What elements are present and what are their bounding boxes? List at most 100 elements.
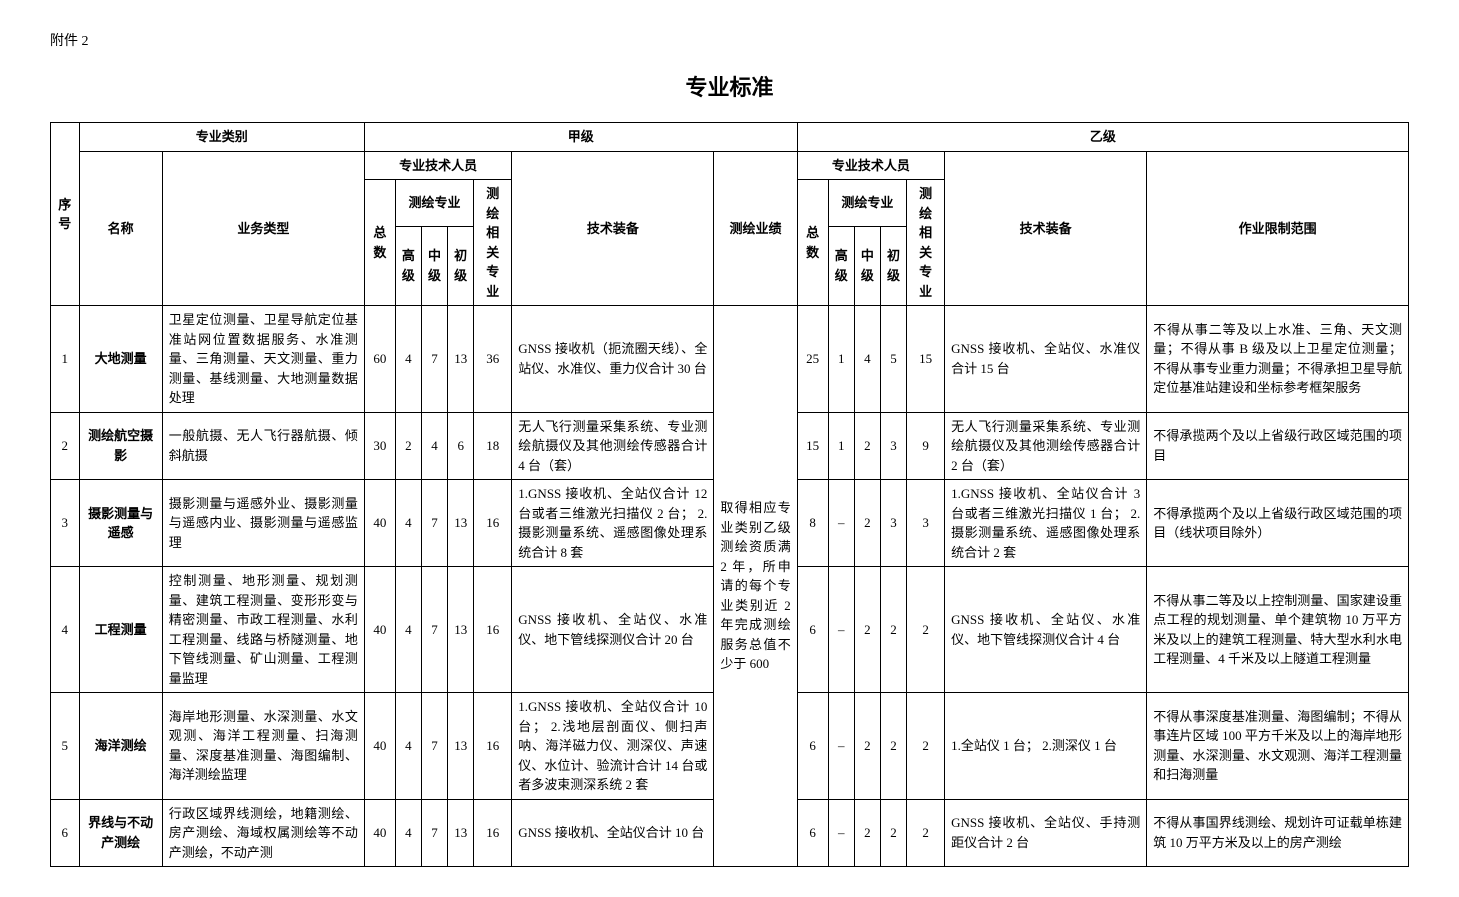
table-cell: 6 [448, 412, 474, 480]
table-cell: 1.GNSS 接收机、全站仪合计 12 台或者三维激光扫描仪 2 台； 2.摄影… [512, 480, 714, 567]
table-cell: 1 [828, 306, 854, 413]
table-cell: GNSS 接收机、全站仪、水准仪合计 15 台 [945, 306, 1147, 413]
table-cell: 16 [474, 480, 512, 567]
table-cell: 9 [907, 412, 945, 480]
table-cell: 6 [51, 799, 80, 867]
attachment-label: 附件 2 [50, 30, 1409, 50]
table-cell: 40 [364, 480, 395, 567]
table-cell: 界线与不动产测绘 [79, 799, 162, 867]
table-cell: 5 [51, 693, 80, 800]
table-cell: 4 [854, 306, 880, 413]
table-cell: 15 [797, 412, 828, 480]
header-a-achieve: 测绘业绩 [714, 151, 797, 306]
table-cell: 一般航摄、无人飞行器航摄、倾斜航摄 [162, 412, 364, 480]
header-a-senior: 高级 [395, 226, 421, 305]
header-a-personnel: 专业技术人员 [364, 151, 511, 180]
table-cell: 不得从事二等及以上控制测量、国家建设重点工程的规划测量、单个建筑物 10 万平方… [1147, 567, 1409, 693]
header-b-total: 总数 [797, 180, 828, 306]
table-cell: 无人飞行测量采集系统、专业测绘航摄仪及其他测绘传感器合计 4 台（套） [512, 412, 714, 480]
table-cell: 4 [395, 567, 421, 693]
header-a-total: 总数 [364, 180, 395, 306]
header-b-limit: 作业限制范围 [1147, 151, 1409, 306]
header-seq: 序号 [51, 123, 80, 306]
table-cell: 36 [474, 306, 512, 413]
table-cell: 2 [907, 567, 945, 693]
table-cell: 1 [51, 306, 80, 413]
table-row: 1大地测量卫星定位测量、卫星导航定位基准站网位置数据服务、水准测量、三角测量、天… [51, 306, 1409, 413]
header-b-equip: 技术装备 [945, 151, 1147, 306]
table-cell: 海岸地形测量、水深测量、水文观测、海洋工程测量、扫海测量、深度基准测量、海图编制… [162, 693, 364, 800]
table-cell: 6 [797, 799, 828, 867]
table-cell: – [828, 567, 854, 693]
table-cell: 13 [448, 567, 474, 693]
table-cell: 不得从事二等及以上水准、三角、天文测量；不得从事 B 级及以上卫星定位测量；不得… [1147, 306, 1409, 413]
header-category: 专业类别 [79, 123, 364, 152]
header-b-personnel: 专业技术人员 [797, 151, 944, 180]
table-cell: GNSS 接收机、全站仪合计 10 台 [512, 799, 714, 867]
header-b-junior: 初级 [880, 226, 906, 305]
table-cell: 不得从事深度基准测量、海图编制；不得从事连片区域 100 平方千米及以上的海岸地… [1147, 693, 1409, 800]
table-cell: 不得从事国界线测绘、规划许可证载单栋建筑 10 万平方米及以上的房产测绘 [1147, 799, 1409, 867]
header-b-related: 测绘相关专业 [907, 180, 945, 306]
table-cell: 2 [854, 693, 880, 800]
table-cell: 16 [474, 799, 512, 867]
table-cell: 3 [907, 480, 945, 567]
table-cell: 2 [395, 412, 421, 480]
table-cell: 13 [448, 799, 474, 867]
table-cell: 2 [880, 567, 906, 693]
table-cell: 4 [395, 799, 421, 867]
table-cell: 无人飞行测量采集系统、专业测绘航摄仪及其他测绘传感器合计 2 台（套） [945, 412, 1147, 480]
table-cell: GNSS 接收机、全站仪、水准仪、地下管线探测仪合计 4 台 [945, 567, 1147, 693]
table-cell: 摄影测量与遥感 [79, 480, 162, 567]
table-cell: 30 [364, 412, 395, 480]
table-cell: 7 [421, 480, 447, 567]
table-cell: 5 [880, 306, 906, 413]
table-cell: 3 [880, 412, 906, 480]
achievement-cell: 取得相应专业类别乙级测绘资质满 2 年，所申请的每个专业类别近 2 年完成测绘服… [714, 306, 797, 867]
table-cell: 不得承揽两个及以上省级行政区域范围的项目 [1147, 412, 1409, 480]
table-cell: 2 [854, 799, 880, 867]
table-cell: 4 [395, 480, 421, 567]
table-cell: 3 [51, 480, 80, 567]
table-cell: 16 [474, 567, 512, 693]
table-cell: 控制测量、地形测量、规划测量、建筑工程测量、变形形变与精密测量、市政工程测量、水… [162, 567, 364, 693]
table-cell: 1.GNSS 接收机、全站仪合计 3 台或者三维激光扫描仪 1 台； 2.摄影测… [945, 480, 1147, 567]
table-cell: 海洋测绘 [79, 693, 162, 800]
table-cell: GNSS 接收机、全站仪、手持测距仪合计 2 台 [945, 799, 1147, 867]
table-cell: 工程测量 [79, 567, 162, 693]
table-cell: 8 [797, 480, 828, 567]
table-cell: – [828, 693, 854, 800]
table-cell: 60 [364, 306, 395, 413]
header-a-survey: 测绘专业 [395, 180, 473, 227]
table-cell: 1 [828, 412, 854, 480]
header-grade-a: 甲级 [364, 123, 797, 152]
table-cell: 行政区域界线测绘，地籍测绘、房产测绘、海域权属测绘等不动产测绘，不动产测 [162, 799, 364, 867]
header-b-survey: 测绘专业 [828, 180, 906, 227]
table-cell: 16 [474, 693, 512, 800]
table-cell: 6 [797, 567, 828, 693]
doc-title: 专业标准 [50, 70, 1409, 102]
table-cell: 25 [797, 306, 828, 413]
header-grade-b: 乙级 [797, 123, 1408, 152]
table-cell: – [828, 480, 854, 567]
table-cell: 40 [364, 799, 395, 867]
table-cell: 卫星定位测量、卫星导航定位基准站网位置数据服务、水准测量、三角测量、天文测量、重… [162, 306, 364, 413]
table-cell: 7 [421, 306, 447, 413]
table-cell: 2 [907, 799, 945, 867]
table-cell: 4 [51, 567, 80, 693]
table-cell: – [828, 799, 854, 867]
table-cell: 4 [395, 693, 421, 800]
table-cell: 6 [797, 693, 828, 800]
header-a-equip: 技术装备 [512, 151, 714, 306]
table-cell: 2 [854, 412, 880, 480]
table-cell: 4 [395, 306, 421, 413]
table-cell: 13 [448, 693, 474, 800]
header-b-senior: 高级 [828, 226, 854, 305]
header-name: 名称 [79, 151, 162, 306]
header-biz: 业务类型 [162, 151, 364, 306]
table-cell: 2 [854, 480, 880, 567]
table-cell: 1.GNSS 接收机、全站仪合计 10 台； 2.浅地层剖面仪、侧扫声呐、海洋磁… [512, 693, 714, 800]
standards-table: 序号 专业类别 甲级 乙级 名称 业务类型 专业技术人员 技术装备 测绘业绩 专… [50, 122, 1409, 867]
table-cell: 大地测量 [79, 306, 162, 413]
table-cell: 2 [880, 799, 906, 867]
